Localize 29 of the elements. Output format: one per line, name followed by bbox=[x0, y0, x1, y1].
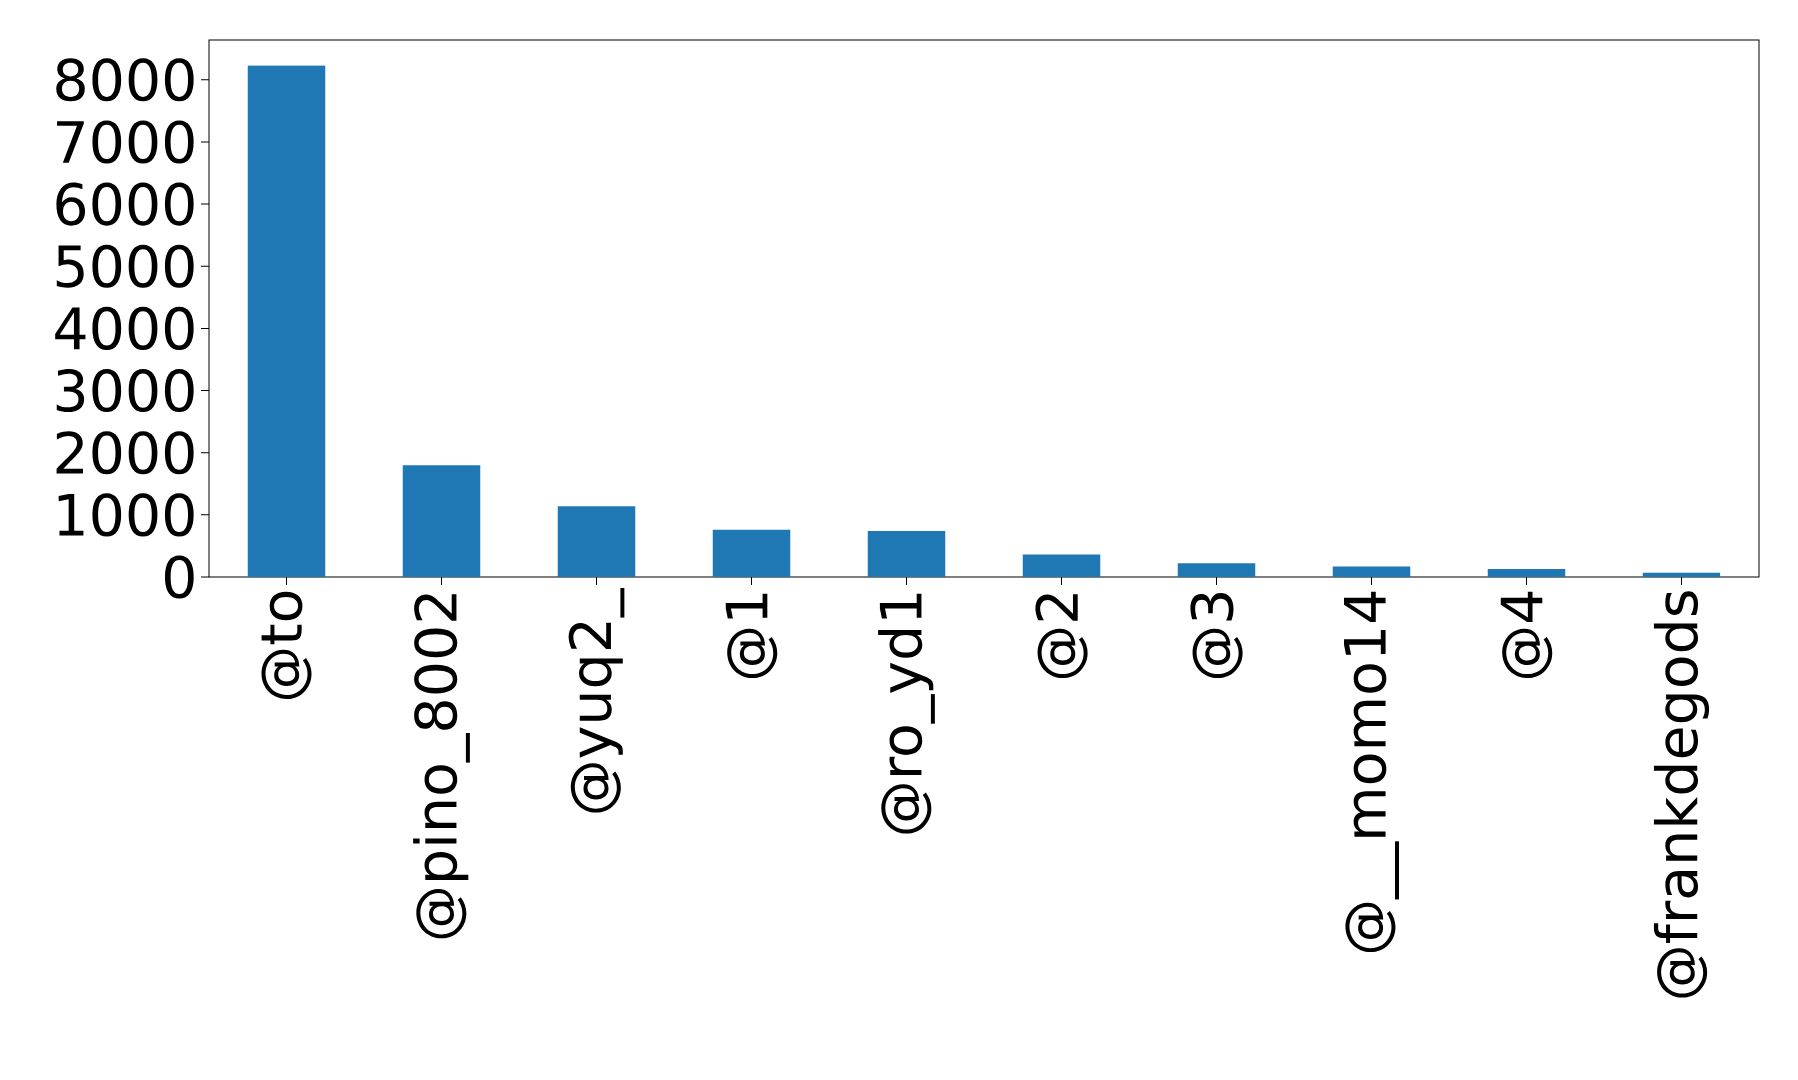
x-tick-label: @frankdegods bbox=[1653, 591, 1710, 998]
x-tick-label: @to bbox=[261, 591, 312, 699]
x-tick-label: @2 bbox=[1035, 594, 1088, 679]
x-tick-label: @4 bbox=[1500, 591, 1553, 679]
x-tick-label: @ro_yd1 bbox=[878, 593, 935, 834]
bar bbox=[402, 465, 481, 577]
bar bbox=[247, 65, 326, 577]
bar bbox=[1332, 566, 1411, 577]
x-tick-label: @__momo14 bbox=[1344, 591, 1399, 953]
bar bbox=[557, 506, 636, 577]
x-tick-label: @1 bbox=[725, 593, 778, 679]
bar bbox=[867, 531, 946, 577]
y-tick-label: 5000 bbox=[56, 244, 194, 288]
y-tick-label: 3000 bbox=[56, 368, 194, 413]
y-tick-label: 0 bbox=[164, 555, 194, 599]
y-tick-label: 1000 bbox=[58, 493, 194, 537]
x-tick-label: @yuq2_ bbox=[568, 587, 625, 813]
bar bbox=[1642, 572, 1721, 577]
bar bbox=[1022, 554, 1101, 577]
bar bbox=[1487, 568, 1566, 577]
y-tick-label: 2000 bbox=[56, 431, 194, 475]
bar bbox=[1177, 563, 1256, 577]
y-tick-label: 6000 bbox=[56, 182, 194, 226]
y-tick-label: 8000 bbox=[56, 58, 194, 102]
x-tick-label: @3 bbox=[1190, 593, 1243, 679]
bar bbox=[712, 529, 791, 577]
y-tick-label: 7000 bbox=[57, 120, 194, 164]
y-tick-label: 4000 bbox=[55, 306, 194, 350]
x-tick-label: @pino_8002 bbox=[413, 594, 470, 939]
